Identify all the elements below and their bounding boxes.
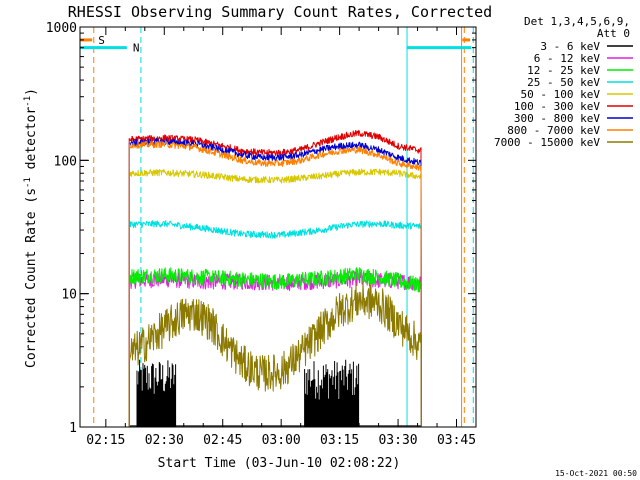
plot-area: SN (80, 27, 474, 427)
axes: 1 10 100 1000 02:15 02:30 02:45 03:00 03:15 03:30… (46, 21, 477, 448)
x-tick-label: 02:30 (145, 433, 184, 448)
series-3 (128, 220, 422, 427)
x-tick-label: 03:15 (320, 433, 359, 448)
legend-label-0: 3 - 6 keV (540, 40, 600, 53)
series-0-burst-1 (304, 359, 360, 427)
legend-label-3: 25 - 50 keV (527, 76, 600, 89)
x-axis-label: Start Time (03-Jun-10 02:08:22) (158, 456, 401, 471)
footer-timestamp: 15-Oct-2021 00:50 (555, 469, 637, 478)
legend-label-5: 100 - 300 keV (514, 100, 600, 113)
legend-label-4: 50 - 100 keV (521, 88, 601, 101)
y-tick-label: 10 (61, 288, 77, 303)
legend-header-0: Det 1,3,4,5,6,9, (524, 15, 630, 28)
series-8 (128, 281, 422, 427)
flag-s-label: S (98, 34, 105, 47)
legend-header-1: Att 0 (597, 27, 630, 40)
y-tick-label: 1000 (46, 21, 77, 36)
x-tick-label: 02:45 (203, 433, 242, 448)
y-tick-label: 100 (54, 154, 77, 169)
x-tick-label: 03:00 (262, 433, 301, 448)
series-line-7 (128, 140, 422, 427)
series-line-4 (128, 168, 422, 427)
series-0 (129, 359, 422, 427)
series-line-3 (128, 220, 422, 427)
x-tick-label: 03:30 (378, 433, 417, 448)
y-axis-label: Corrected Count Rate (s-1 detector-1) (23, 88, 39, 368)
x-tick-label: 02:15 (86, 433, 125, 448)
x-tick-label: 03:45 (437, 433, 476, 448)
series-5 (128, 129, 422, 427)
series-7 (128, 140, 422, 427)
plot-frame (79, 26, 477, 428)
series-line-8 (128, 281, 422, 427)
series-line-5 (128, 129, 422, 427)
legend-label-1: 6 - 12 keV (534, 52, 601, 65)
series-4 (128, 168, 422, 427)
series-line-2 (128, 267, 422, 427)
legend-label-8: 7000 - 15000 keV (494, 136, 600, 149)
legend-label-6: 300 - 800 keV (514, 112, 600, 125)
series-2 (128, 267, 422, 427)
legend-label-2: 12 - 25 keV (527, 64, 600, 77)
chart-title: RHESSI Observing Summary Count Rates, Co… (68, 3, 492, 21)
series-0-burst-0 (136, 359, 177, 427)
y-tick-label: 1 (69, 421, 77, 436)
series-group: SN (80, 27, 474, 427)
legend-label-7: 800 - 7000 keV (507, 124, 600, 137)
flag-n-label: N (133, 42, 140, 55)
